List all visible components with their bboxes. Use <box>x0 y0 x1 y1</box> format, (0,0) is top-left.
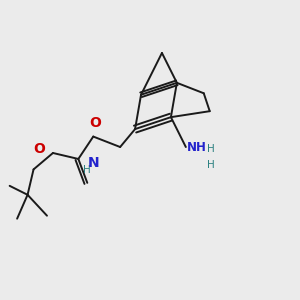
Text: H: H <box>207 145 214 154</box>
Text: H: H <box>83 165 91 176</box>
Text: O: O <box>34 142 46 155</box>
Text: O: O <box>89 116 101 130</box>
Text: H: H <box>207 160 214 170</box>
Text: NH: NH <box>187 142 207 154</box>
Text: N: N <box>88 156 99 170</box>
